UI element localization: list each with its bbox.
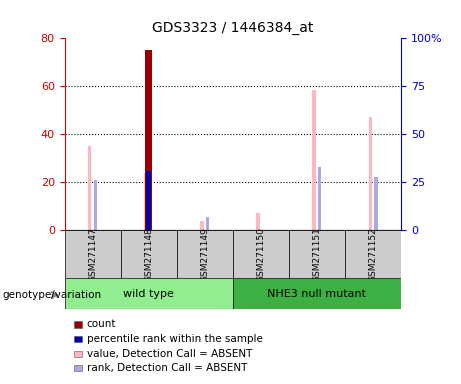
Bar <box>256 213 260 230</box>
Bar <box>144 173 148 230</box>
Bar <box>74 321 82 328</box>
FancyBboxPatch shape <box>121 230 177 278</box>
Text: rank, Detection Call = ABSENT: rank, Detection Call = ABSENT <box>87 363 247 373</box>
FancyBboxPatch shape <box>177 230 233 278</box>
Bar <box>74 336 82 342</box>
FancyBboxPatch shape <box>289 230 345 278</box>
Bar <box>200 221 204 230</box>
Bar <box>74 365 82 371</box>
FancyBboxPatch shape <box>345 230 401 278</box>
Bar <box>374 177 378 230</box>
Bar <box>313 90 316 230</box>
Bar <box>206 217 209 230</box>
FancyBboxPatch shape <box>233 230 289 278</box>
Text: GSM271147: GSM271147 <box>88 227 97 282</box>
Text: GSM271149: GSM271149 <box>200 227 209 282</box>
Bar <box>145 50 152 230</box>
Bar <box>146 171 151 230</box>
Text: GSM271151: GSM271151 <box>313 227 321 282</box>
FancyBboxPatch shape <box>233 278 401 309</box>
Text: GSM271148: GSM271148 <box>144 227 153 282</box>
Text: NHE3 null mutant: NHE3 null mutant <box>267 289 366 299</box>
Bar <box>368 117 372 230</box>
FancyBboxPatch shape <box>65 278 233 309</box>
Bar <box>318 167 321 230</box>
Text: GSM271152: GSM271152 <box>368 227 378 282</box>
Bar <box>88 146 91 230</box>
Text: value, Detection Call = ABSENT: value, Detection Call = ABSENT <box>87 349 252 359</box>
Bar <box>74 351 82 357</box>
Text: percentile rank within the sample: percentile rank within the sample <box>87 334 263 344</box>
Title: GDS3323 / 1446384_at: GDS3323 / 1446384_at <box>152 21 313 35</box>
Text: count: count <box>87 319 116 329</box>
Text: genotype/variation: genotype/variation <box>2 290 101 300</box>
Text: GSM271150: GSM271150 <box>256 227 266 282</box>
FancyBboxPatch shape <box>65 230 121 278</box>
Bar <box>94 180 97 230</box>
Text: wild type: wild type <box>123 289 174 299</box>
